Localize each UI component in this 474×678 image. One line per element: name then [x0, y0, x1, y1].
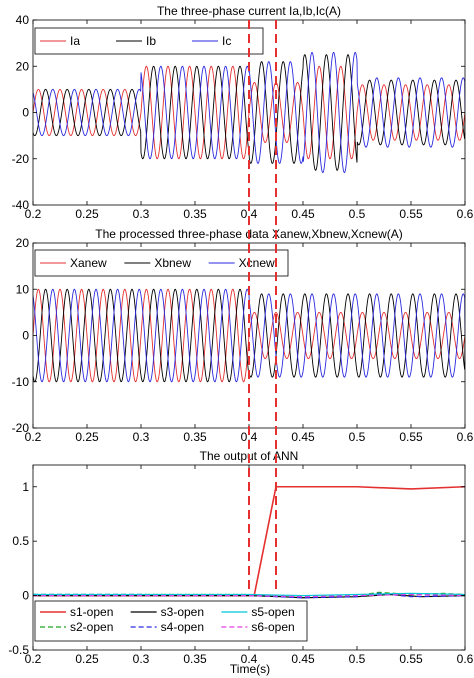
x-tick-label: 0.45: [291, 652, 315, 666]
legend-label-xanew: Xanew: [70, 256, 107, 270]
x-tick-label: 0.2: [25, 430, 42, 444]
panel-three-phase-current: The three-phase current Ia,Ib,Ic(A) 0.2 0.…: [12, 4, 474, 221]
x-tick-label: 0.45: [291, 207, 315, 221]
legend-label-ic: Ic: [222, 34, 231, 48]
x-tick-label: 0.5: [349, 207, 366, 221]
legend-label-s1-open: s1-open: [70, 605, 113, 619]
legend-label-s2-open: s2-open: [70, 620, 113, 634]
legend-label-ia: Ia: [70, 34, 80, 48]
y-tick-label: 40: [16, 13, 30, 27]
x-tick-label: 0.3: [133, 430, 150, 444]
legend-box: [34, 249, 289, 277]
y-tick-label: -10: [12, 375, 30, 389]
panel-processed-data: The processed three-phase data Xanew,Xbn…: [12, 227, 474, 444]
legend: Xanew Xbnew Xcnew: [34, 249, 289, 277]
x-tick-label: 0.6: [457, 430, 474, 444]
x-tick-label: 0.35: [183, 430, 207, 444]
x-tick-label: 0.6: [457, 652, 474, 666]
x-tick-label: 0.5: [349, 430, 366, 444]
x-tick-label: 0.25: [75, 207, 99, 221]
legend-label-s5-open: s5-open: [251, 605, 294, 619]
x-tick-label: 0.35: [183, 652, 207, 666]
legend-label-s3-open: s3-open: [161, 605, 204, 619]
legend-label-xcnew: Xcnew: [239, 256, 275, 270]
x-tick-label: 0.25: [75, 652, 99, 666]
y-tick-label: -20: [12, 152, 30, 166]
x-tick-label: 0.5: [349, 652, 366, 666]
series-line-s6-open: [33, 593, 465, 598]
legend-box: [34, 600, 308, 642]
legend-label-s6-open: s6-open: [251, 620, 294, 634]
y-tick-label: 1: [22, 480, 29, 494]
x-tick-label: 0.3: [133, 652, 150, 666]
chart-title: The three-phase current Ia,Ib,Ic(A): [157, 4, 341, 18]
series-line-s5-open: [33, 592, 465, 597]
y-tick-label: 0: [22, 106, 29, 120]
series-line-ic: [33, 51, 465, 174]
x-tick-label: 0.55: [399, 430, 423, 444]
x-tick-label: 0.3: [133, 207, 150, 221]
x-tick-label: 0.55: [399, 207, 423, 221]
y-tick-label: 10: [16, 282, 30, 296]
legend-label-ib: Ib: [146, 34, 156, 48]
y-tick-label: -40: [12, 198, 30, 212]
fault-markers: [248, 20, 277, 590]
x-tick-label: 0.45: [291, 430, 315, 444]
x-tick-label: 0.55: [399, 652, 423, 666]
legend: Ia Ib Ic: [34, 27, 264, 55]
x-tick-label: 0.4: [241, 207, 258, 221]
x-tick-label: 0.35: [183, 207, 207, 221]
y-tick-label: -0.5: [8, 643, 29, 657]
y-tick-label: -20: [12, 421, 30, 435]
legend-label-s4-open: s4-open: [161, 620, 204, 634]
legend-box: [34, 27, 264, 55]
y-tick-label: 20: [16, 59, 30, 73]
y-tick-label: 0: [22, 329, 29, 343]
x-tick-label: 0.2: [25, 207, 42, 221]
series-line-s4-open: [33, 592, 465, 599]
series-line-xcnew: [33, 288, 465, 383]
legend-label-xbnew: Xbnew: [154, 256, 191, 270]
y-tick-label: 0: [22, 589, 29, 603]
x-tick-label: 0.4: [241, 652, 258, 666]
x-tick-label: 0.4: [241, 430, 258, 444]
x-axis-label: Time(s): [230, 662, 270, 676]
x-tick-label: 0.6: [457, 207, 474, 221]
y-tick-label: 20: [16, 236, 30, 250]
x-tick-label: 0.25: [75, 430, 99, 444]
x-tick-label: 0.2: [25, 652, 42, 666]
y-tick-label: 0.5: [12, 534, 29, 548]
